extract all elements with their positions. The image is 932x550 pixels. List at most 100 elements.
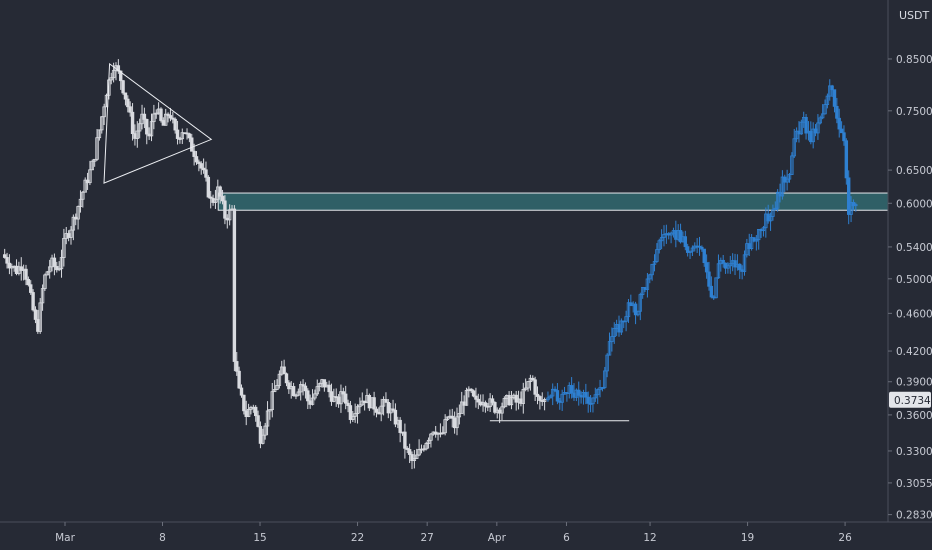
historical-candle: [265, 401, 270, 436]
x-tick-label: 8: [159, 532, 166, 544]
x-tick-label: 22: [351, 532, 364, 544]
historical-candle-body: [457, 413, 462, 418]
historical-candle: [197, 159, 201, 172]
projected-candle-body: [749, 237, 754, 250]
historical-candle: [242, 394, 246, 415]
historical-candle-body: [343, 393, 348, 404]
historical-candle-body: [62, 237, 66, 258]
historical-candle-body: [38, 302, 42, 332]
projected-candle-body: [595, 389, 600, 396]
projected-candle-body: [702, 248, 706, 264]
historical-candle-body: [523, 387, 528, 390]
x-tick-label: Mar: [55, 532, 75, 544]
projected-candle-body: [636, 310, 640, 316]
historical-candle: [476, 393, 481, 410]
historical-candle: [282, 359, 286, 375]
historical-candle-body: [149, 121, 154, 137]
historical-candle-body: [521, 388, 525, 404]
historical-candle-body: [476, 398, 481, 403]
historical-candle-body: [152, 113, 156, 123]
historical-candle: [218, 185, 222, 204]
projected-candle-body: [659, 237, 664, 242]
y-tick-label: 0.8500: [896, 54, 932, 66]
historical-candle-body: [227, 209, 232, 221]
historical-candle-body: [298, 384, 303, 393]
historical-candle-body: [474, 395, 478, 400]
y-tick-label: 0.5000: [896, 274, 932, 286]
projected-candle-body: [683, 236, 688, 248]
projected-candle-body: [633, 303, 638, 316]
projected-candle: [584, 383, 588, 405]
y-tick-label: 0.3900: [896, 377, 932, 389]
historical-candle: [315, 379, 319, 396]
historical-candle: [531, 375, 535, 382]
historical-candle-body: [270, 391, 274, 410]
historical-candle-body: [220, 195, 225, 202]
historical-candle: [173, 117, 177, 134]
historical-candle-body: [199, 163, 203, 169]
projected-candle-body: [550, 388, 555, 397]
projected-candle-body: [804, 116, 808, 134]
historical-candle-body: [171, 117, 175, 120]
historical-candle: [469, 388, 473, 394]
historical-candle: [7, 254, 12, 275]
historical-candle-body: [422, 448, 426, 451]
projected-candle: [659, 229, 664, 250]
projected-candle-body: [745, 243, 749, 256]
historical-candle-body: [410, 454, 414, 462]
historical-candle: [261, 428, 265, 445]
historical-candle-body: [218, 186, 222, 197]
historical-candle: [187, 132, 192, 143]
projected-candle: [683, 230, 688, 251]
historical-candle: [343, 385, 348, 410]
historical-candle-body: [275, 384, 279, 390]
historical-candle: [38, 298, 42, 334]
projected-candle-body: [569, 385, 574, 394]
projected-candle-body: [577, 389, 581, 396]
projected-candle-body: [842, 132, 846, 142]
historical-candle-body: [531, 377, 535, 381]
projected-candle-body: [600, 387, 605, 389]
historical-candle-body: [5, 257, 9, 264]
projected-candle-body: [811, 128, 815, 143]
historical-candle: [237, 366, 241, 389]
historical-candle-body: [256, 415, 260, 427]
historical-candle-body: [391, 408, 395, 411]
historical-candle: [171, 111, 175, 124]
projected-candle: [823, 99, 827, 115]
historical-candle: [135, 121, 139, 148]
historical-candle: [298, 381, 303, 401]
projected-candle-body: [835, 105, 839, 119]
projected-candle-body: [678, 230, 683, 243]
historical-candle: [109, 72, 113, 85]
projected-candle-body: [839, 128, 844, 134]
projected-candle-body: [792, 138, 796, 157]
historical-candle-body: [460, 401, 464, 414]
historical-candle-body: [327, 384, 331, 393]
historical-candle: [270, 382, 274, 418]
historical-candle-body: [348, 405, 353, 420]
y-tick-label: 0.3300: [896, 446, 932, 458]
projected-candle: [690, 245, 695, 257]
projected-candle: [607, 332, 612, 356]
projected-candle-body: [624, 316, 628, 322]
historical-candle: [95, 129, 99, 161]
projected-candle-body: [771, 209, 775, 217]
historical-candle: [192, 143, 196, 166]
projected-candle-body: [830, 85, 834, 91]
projected-candle: [842, 125, 846, 146]
projected-candle-body: [560, 393, 564, 403]
historical-candle-body: [90, 160, 95, 171]
historical-candle: [327, 380, 331, 398]
projected-candle-body: [773, 207, 777, 211]
projected-candle-body: [775, 191, 780, 209]
historical-candle-body: [121, 80, 125, 94]
historical-candle: [303, 382, 308, 399]
projected-candle: [610, 327, 614, 352]
historical-candle: [47, 259, 52, 279]
projected-candle: [697, 236, 702, 256]
historical-candle: [19, 257, 23, 281]
historical-candle: [246, 403, 251, 418]
historical-candle: [71, 214, 76, 241]
